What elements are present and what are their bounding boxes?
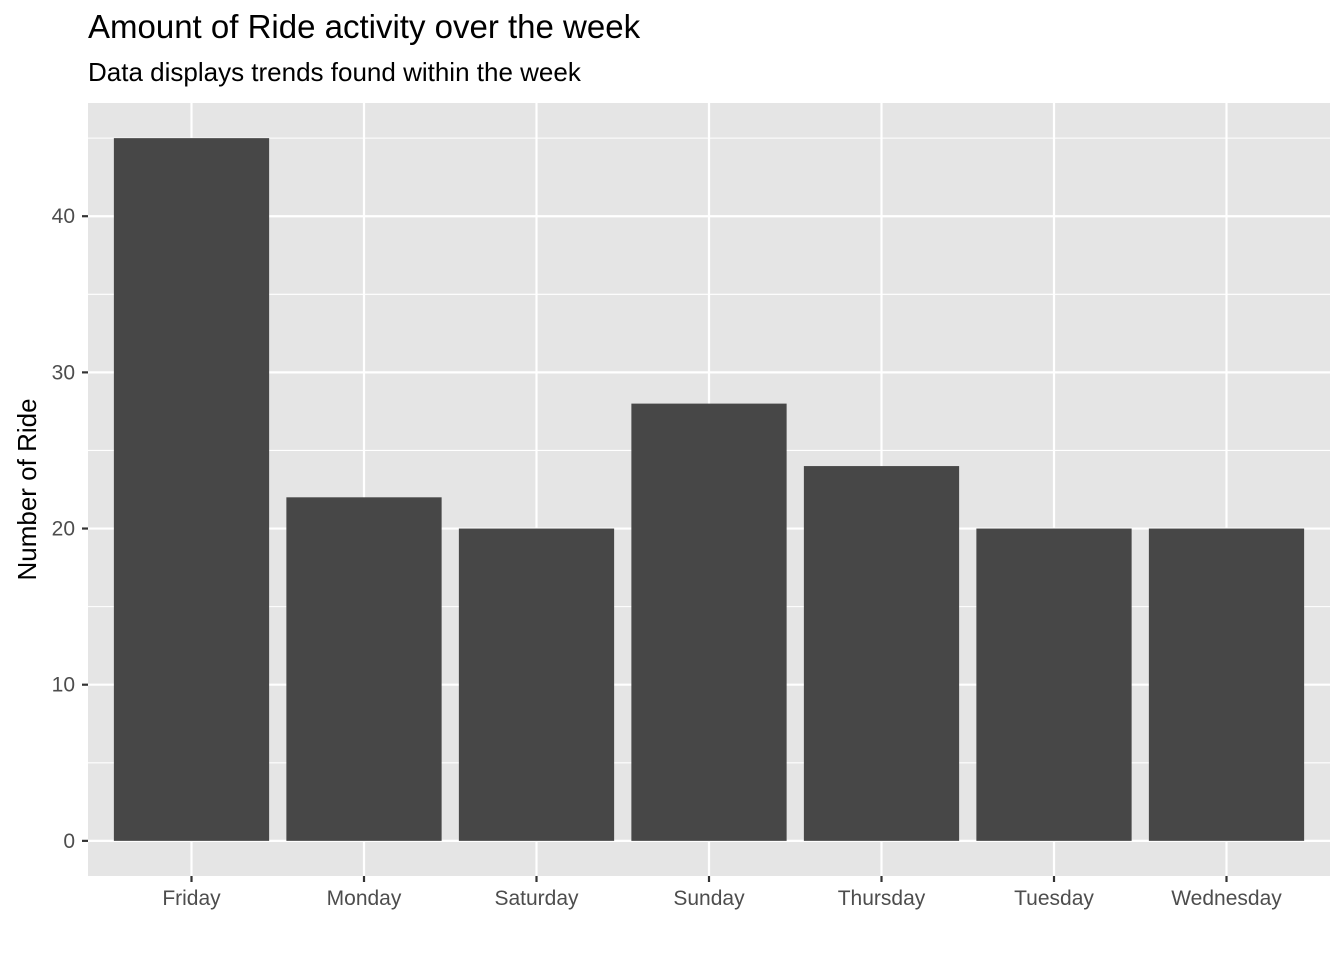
chart-title: Amount of Ride activity over the week: [88, 8, 641, 45]
y-tick-label: 40: [52, 205, 75, 228]
y-axis: 0 10 20 30 40: [52, 205, 88, 853]
y-tick-label: 30: [52, 361, 75, 384]
y-tick-label: 0: [63, 830, 75, 853]
bar-tuesday: [976, 528, 1132, 841]
bars: [113, 138, 1305, 841]
x-tick-label: Tuesday: [1014, 887, 1094, 910]
y-axis-label: Number of Ride: [12, 398, 42, 580]
bar-saturday: [458, 528, 615, 841]
x-tick-label: Friday: [162, 887, 221, 910]
x-axis: Friday Monday Saturday Sunday Thursday Tuesda…: [162, 876, 1282, 910]
y-tick-label: 10: [52, 674, 75, 697]
bar-wednesday: [1148, 528, 1305, 841]
bar-sunday: [631, 403, 787, 841]
x-tick-label: Sunday: [673, 887, 745, 910]
bar-monday: [286, 497, 442, 841]
x-tick-label: Saturday: [494, 887, 579, 910]
bar-thursday: [803, 466, 960, 841]
x-tick-label: Monday: [327, 887, 402, 910]
x-tick-label: Wednesday: [1171, 887, 1282, 910]
bar-friday: [113, 138, 270, 841]
x-tick-label: Thursday: [838, 887, 926, 910]
chart-subtitle: Data displays trends found within the we…: [88, 57, 581, 87]
y-tick-label: 20: [52, 518, 75, 541]
